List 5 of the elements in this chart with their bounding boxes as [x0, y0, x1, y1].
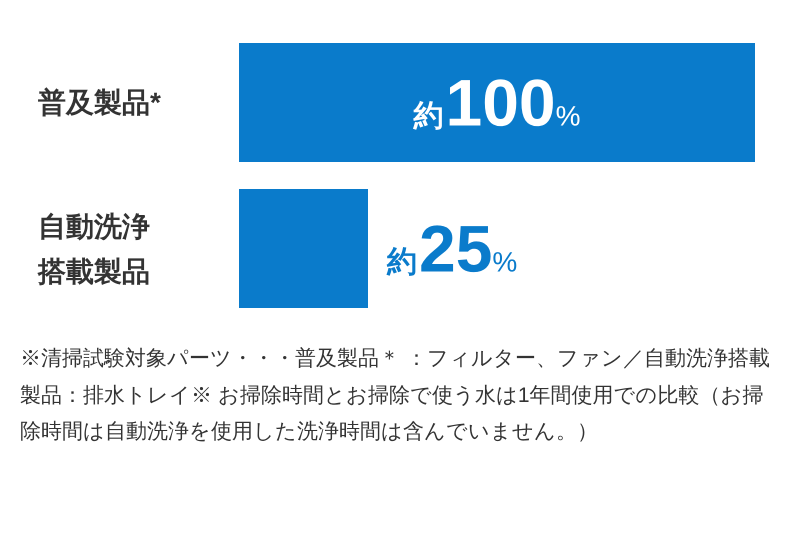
data-label: 約25% — [386, 212, 518, 286]
text: ※清掃試験対象パーツ・・・普及製品＊ ：フィルター、ファン／自動洗浄搭載製品：排水トレイ※ お掃除時間とお掃除で使う水は1年間使用での比較（お掃除時間は自動洗浄を使用した洗浄時間は含んでいません。） — [20, 346, 771, 445]
y-tick-label: 普及製品* — [38, 86, 162, 120]
data-label: 約100% — [412, 66, 581, 140]
y-tick-label: 自動洗浄搭載製品 — [38, 210, 151, 288]
